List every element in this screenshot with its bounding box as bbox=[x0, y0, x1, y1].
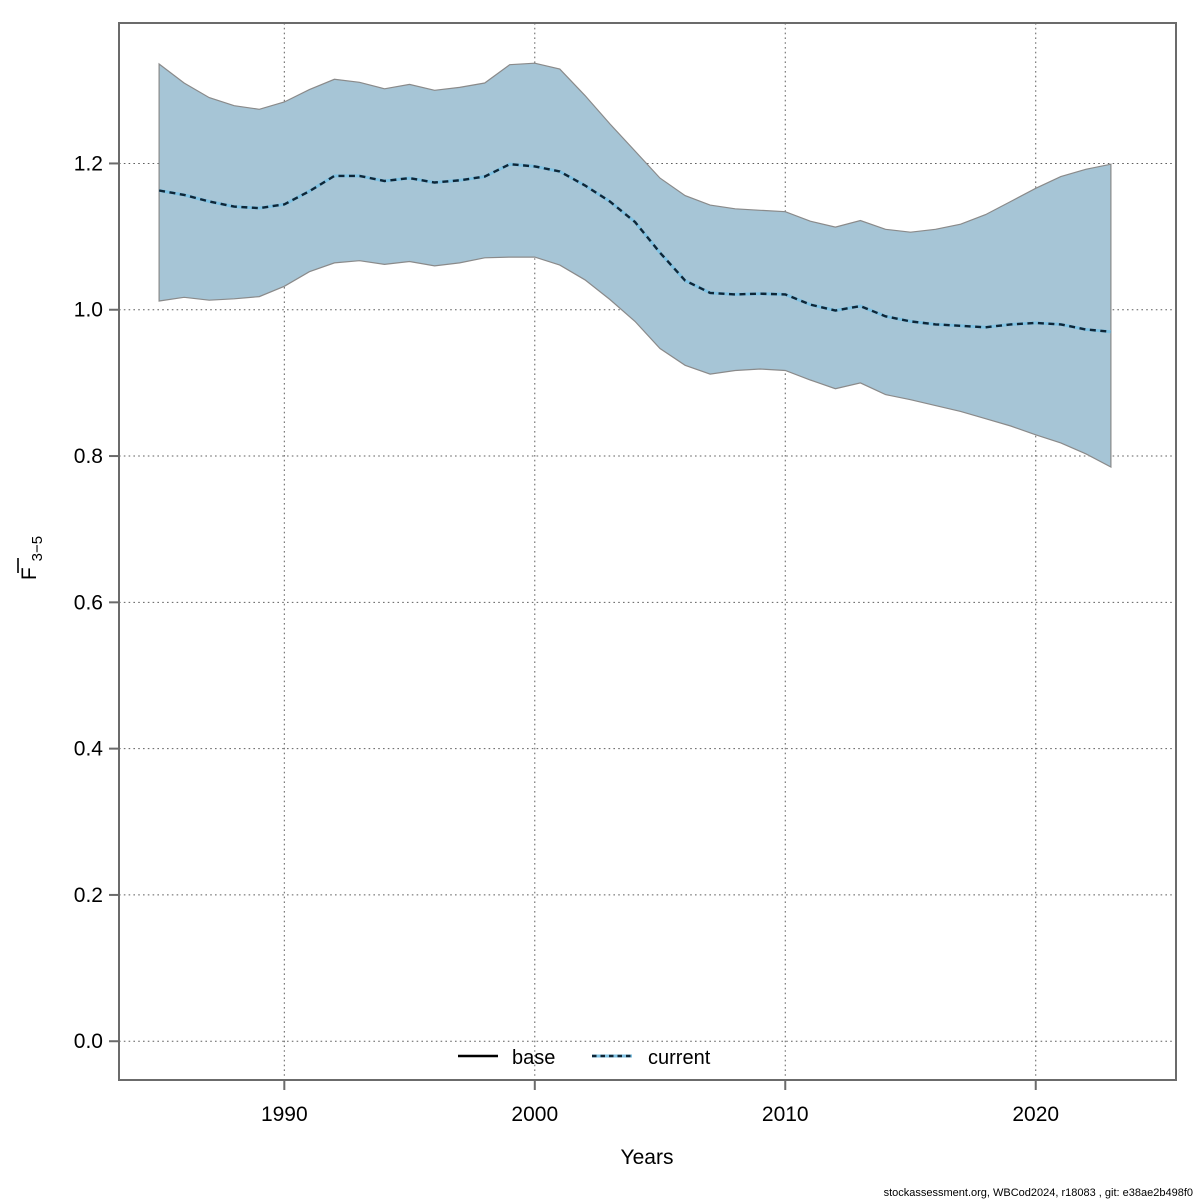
y-tick-label: 0.8 bbox=[74, 445, 103, 468]
y-tick-label: 0.2 bbox=[74, 884, 103, 907]
plot-frame bbox=[118, 22, 1177, 1081]
axis-tick-labels: 1990 2000 2010 2020 0.0 0.2 0.4 0.6 0.8 1.0 1.2 bbox=[74, 152, 1059, 1126]
y-axis-title: F 3−5 bbox=[17, 536, 46, 580]
x-axis-title: Years bbox=[621, 1146, 674, 1169]
x-tick-label: 2020 bbox=[1012, 1103, 1059, 1126]
svg-text:F 3−5: F 3−5 bbox=[18, 536, 46, 580]
legend: base current bbox=[458, 1047, 711, 1069]
series-layer bbox=[158, 62, 1112, 468]
attribution-text: stockassessment.org, WBCod2024, r18083 ,… bbox=[884, 1187, 1193, 1199]
x-tick-label: 2010 bbox=[762, 1103, 809, 1126]
y-tick-label: 0.0 bbox=[74, 1030, 103, 1053]
x-tick-label: 2000 bbox=[511, 1103, 558, 1126]
legend-base-label: base bbox=[512, 1047, 555, 1069]
x-tick-label: 1990 bbox=[261, 1103, 308, 1126]
y-axis-title-main: F bbox=[18, 567, 41, 580]
y-tick-label: 0.4 bbox=[74, 738, 104, 761]
y-tick-label: 1.2 bbox=[74, 152, 103, 175]
y-axis-title-sub: 3−5 bbox=[29, 536, 46, 561]
confidence-band bbox=[158, 62, 1112, 468]
axis-ticks bbox=[109, 162, 1037, 1090]
current-line bbox=[158, 162, 1112, 333]
y-tick-label: 1.0 bbox=[74, 299, 103, 322]
y-tick-label: 0.6 bbox=[74, 591, 103, 614]
legend-current-label: current bbox=[648, 1047, 711, 1069]
